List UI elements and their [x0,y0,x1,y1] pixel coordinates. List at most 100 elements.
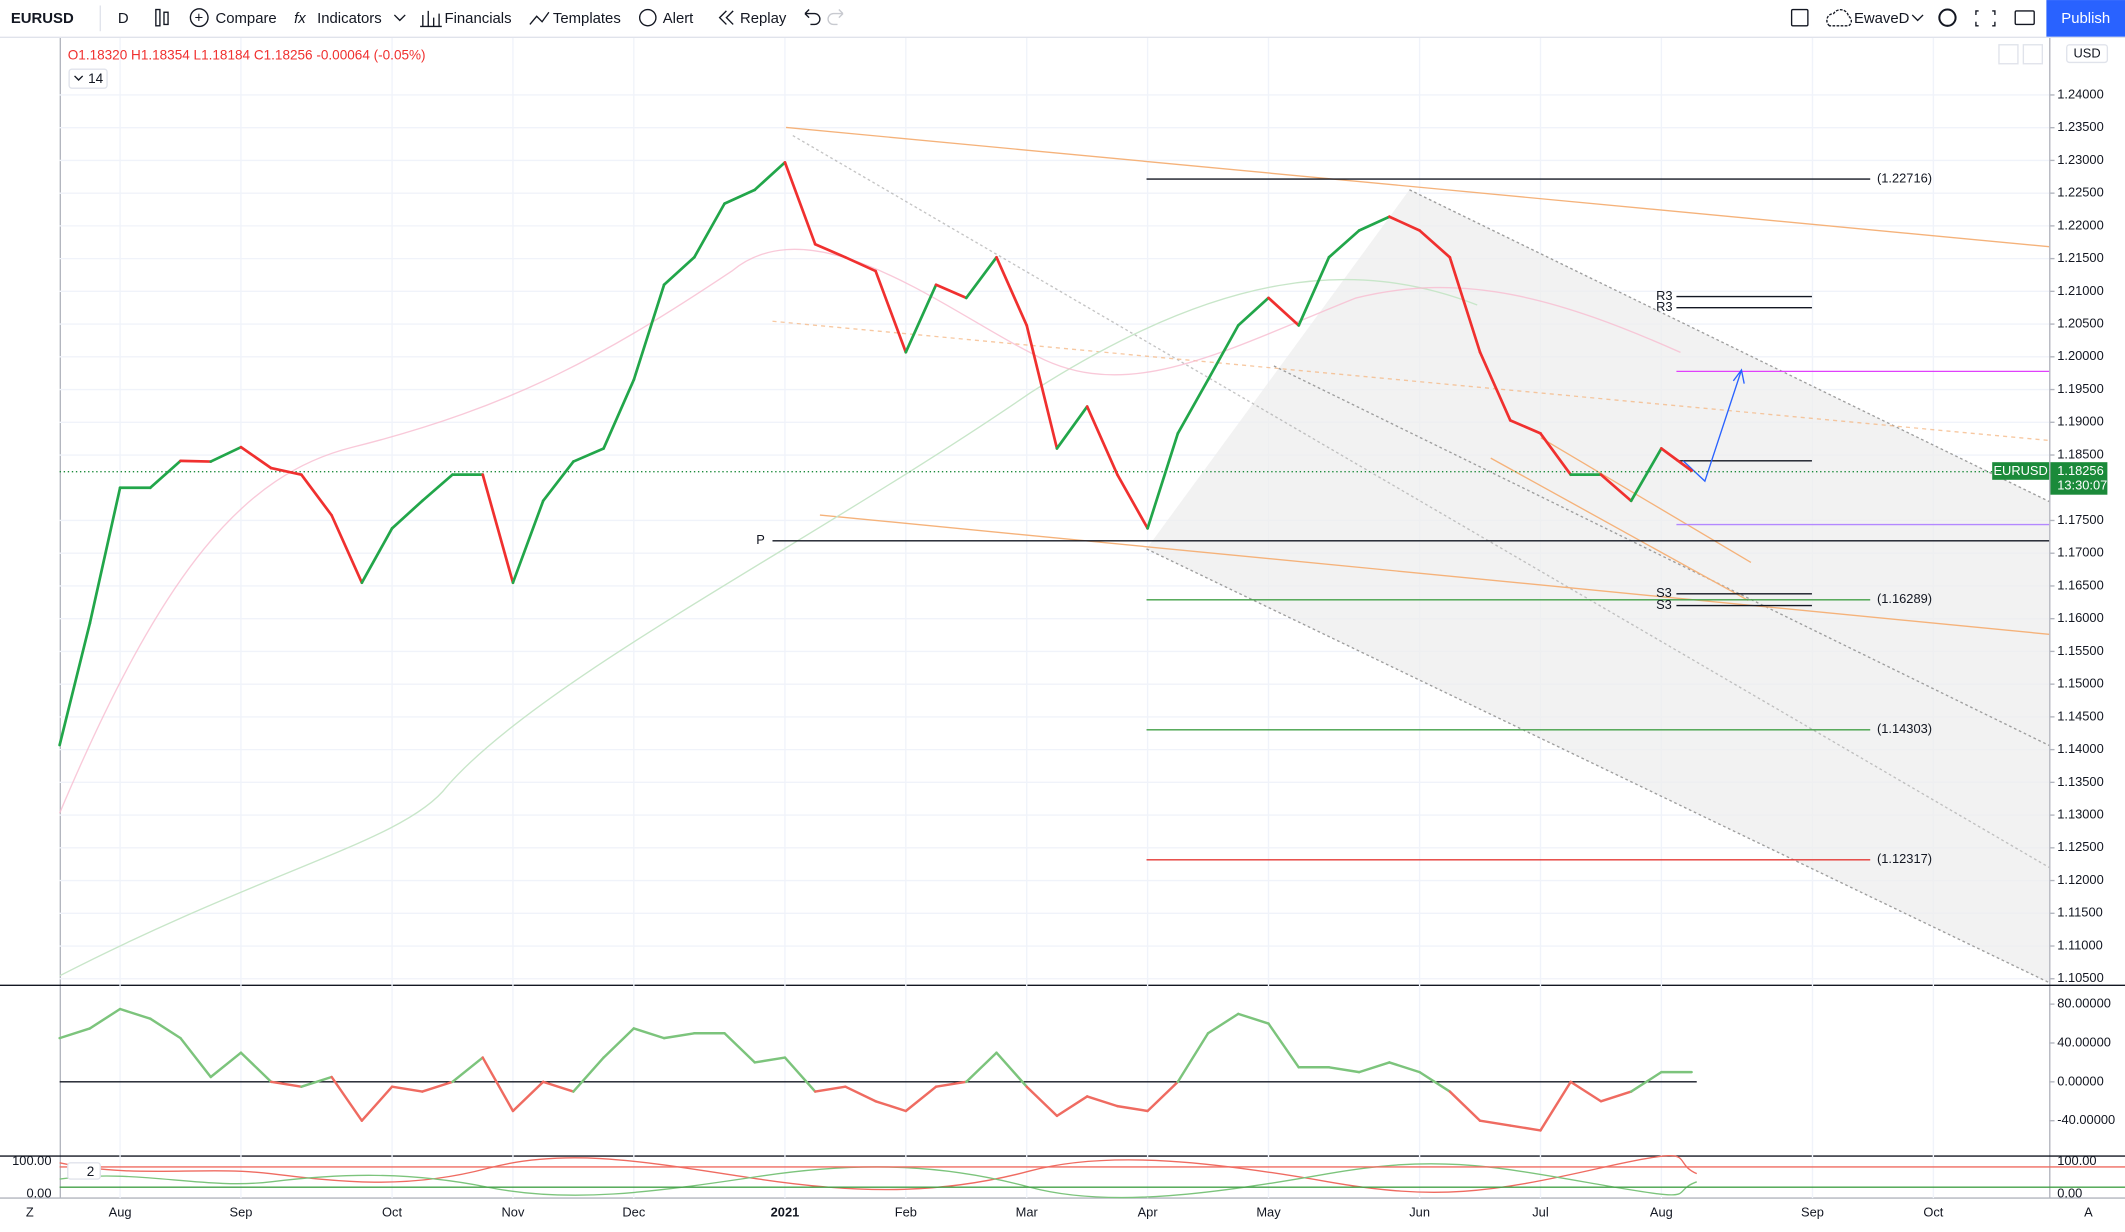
compare-icon[interactable] [189,8,209,28]
settings-icon[interactable] [1938,8,1957,27]
price-segment [330,513,364,585]
price-segment [420,473,454,503]
compare-plus: + [194,10,203,26]
price-segment [572,1056,605,1093]
price-segment [904,1085,938,1113]
high: H1.18354 [131,47,190,62]
price-segment [1116,473,1149,530]
price-segment [269,466,303,477]
cloud-icon[interactable] [1826,9,1852,27]
price-segment [148,459,182,490]
price-segment [1297,255,1331,327]
fullscreen-icon[interactable] [1975,10,1996,27]
financials-icon[interactable] [420,10,442,28]
redo[interactable] [827,9,844,26]
price-segment [88,486,122,625]
indicator-length: 14 [88,71,104,86]
collapse-arrow[interactable] [74,75,84,81]
symbol-tag [1992,462,2050,480]
dropdown-arrow[interactable] [1911,14,1924,22]
publish-label: Publish [2061,11,2110,27]
y-tick-label: 1.19000 [2057,414,2103,429]
fib-label: (1.14303) [1877,721,1932,736]
layout-icon[interactable] [1790,8,1809,27]
price-segment [1025,1085,1059,1118]
currency-box[interactable] [2066,44,2109,64]
price-segment [1236,296,1270,327]
y-tick-label: 1.17000 [2057,545,2103,560]
price-segment [602,1027,636,1059]
price-segment [1116,1104,1149,1113]
close: C1.18256 [254,47,313,62]
price-segment [239,1051,273,1084]
price-segment [1508,418,1542,435]
x-tick-label: Sep [1801,1204,1824,1219]
x-tick-label: Dec [622,1204,645,1219]
price-segment [783,1056,817,1093]
price-segment [300,473,333,517]
scroll-button[interactable] [1998,44,2019,65]
interval[interactable]: D [118,11,129,27]
alert-button[interactable]: Alert [663,11,694,27]
price-segment [1388,215,1421,232]
lower-indicator [59,1155,1698,1193]
alert-icon[interactable] [638,8,657,27]
y-tick-label: 1.15500 [2057,643,2103,658]
reset-button[interactable] [2022,44,2044,65]
price-segment [1509,1124,1542,1132]
x-tick-label: Jul [1532,1204,1548,1219]
financials-button[interactable]: Financials [445,11,512,27]
projection-arrow [1682,368,1745,483]
y-tick-label: 1.13000 [2057,806,2103,821]
compare-button[interactable]: Compare [215,11,276,27]
price-segment [844,255,877,273]
price-segment [481,473,515,585]
price-segment [1327,1066,1361,1074]
price-segment [360,526,394,585]
price-segment [1599,1090,1633,1103]
y-tick-label: 1.23000 [2057,152,2103,167]
price-segment [753,161,787,192]
x-tick-label: Feb [895,1204,917,1219]
y-tick-label: 1.11000 [2057,937,2103,952]
y-tick-label: 40.00000 [2057,1034,2111,1049]
price-segment [149,1017,182,1040]
y-tick-label: 1.16000 [2057,610,2103,625]
price-segment [1599,473,1633,503]
y-tick-label: 0.00000 [2057,1073,2103,1088]
undo[interactable] [804,9,821,26]
indicators-icon[interactable]: fx [294,11,306,27]
dropdown-arrow[interactable] [393,14,406,22]
pivot-label: S3 [1656,585,1672,600]
price-segment [1085,405,1119,477]
price-segment [965,1051,998,1084]
y-tick-label: 1.15000 [2057,676,2103,691]
auto-scale-button[interactable]: A [2084,1204,2093,1219]
replay-icon[interactable] [718,10,734,25]
snapshot-icon[interactable] [2014,10,2035,26]
x-tick-label: Oct [382,1204,402,1219]
price-tag [2050,462,2108,495]
zoom-button[interactable]: Z [26,1204,34,1219]
layout-name[interactable]: EwaveD [1854,11,1910,27]
chart-type-icon[interactable] [155,8,161,27]
indicators-button[interactable]: Indicators [317,11,382,27]
indicator-toggle[interactable] [67,1162,101,1180]
templates-icon[interactable] [529,11,550,25]
price-segment [300,1075,333,1088]
indicator-toggle[interactable] [68,68,108,89]
publish-button[interactable] [2046,0,2125,37]
price-segment [1629,1070,1663,1093]
trend-line [1490,457,1749,602]
x-tick-label: Mar [1016,1204,1039,1219]
y-tick-label: 1.10500 [2057,970,2103,985]
y-tick-label: 80.00000 [2057,996,2111,1011]
templates-button[interactable]: Templates [553,11,621,27]
price-segment [1327,229,1361,259]
trend-line [1540,437,1752,564]
replay-button[interactable]: Replay [740,11,787,27]
symbol[interactable]: EURUSD [11,11,74,27]
price-segment [995,1051,1028,1088]
toolbar [0,0,2125,37]
